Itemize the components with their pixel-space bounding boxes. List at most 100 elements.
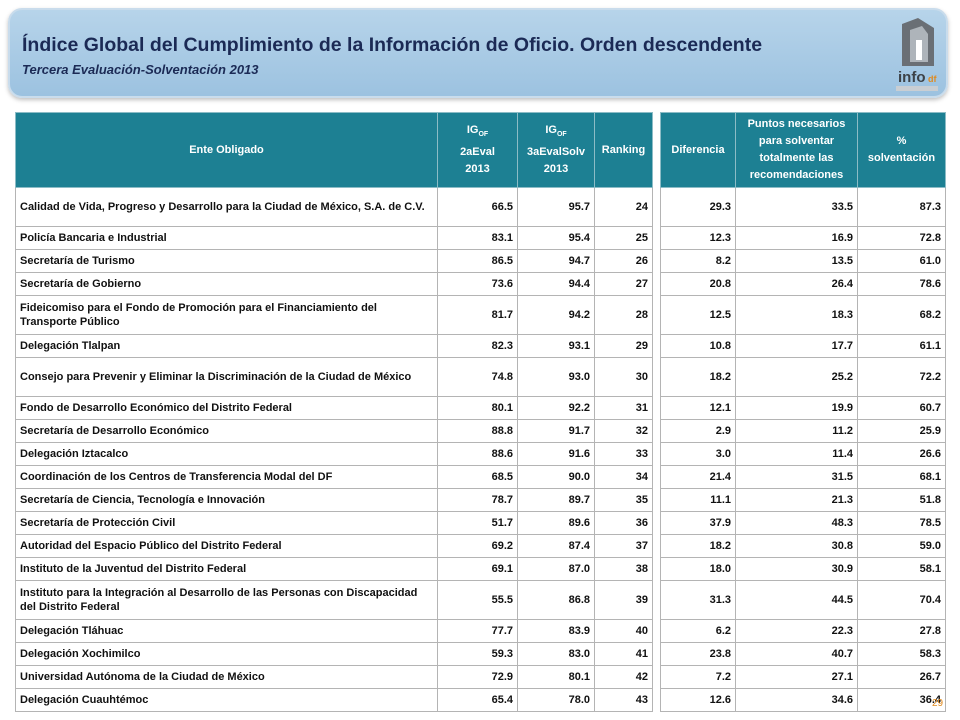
header-line: 2013 [465,162,490,175]
entity-cell: Instituto para la Integración al Desarro… [15,580,438,620]
value-cell: 26.7 [857,665,946,689]
header-line: IGOF [522,122,590,143]
value-cell: 28 [594,295,653,335]
entity-cell: Delegación Iztacalco [15,442,438,466]
value-cell: 55.5 [437,580,518,620]
subtitle: Tercera Evaluación-Solventación 2013 [22,62,259,77]
value-cell: 30.9 [735,557,858,581]
value-cell: 78.7 [437,488,518,512]
value-cell: 23.8 [660,642,736,666]
value-cell: 16.9 [735,226,858,250]
value-cell: 83.0 [517,642,595,666]
gap [652,112,661,188]
header-subscript: OF [478,131,489,139]
value-cell: 31 [594,396,653,420]
value-cell: 51.7 [437,511,518,535]
header-subscript: OF [556,131,567,139]
title: Índice Global del Cumplimiento de la Inf… [22,34,763,56]
entity-cell: Fondo de Desarrollo Económico del Distri… [15,396,438,420]
value-cell: 66.5 [437,187,518,227]
value-cell: 26 [594,249,653,273]
value-cell: 70.4 [857,580,946,620]
value-cell: 83.9 [517,619,595,643]
gap [652,226,661,250]
header-line: Ente Obligado [189,143,264,156]
value-cell: 12.3 [660,226,736,250]
value-cell: 33.5 [735,187,858,227]
value-cell: 88.6 [437,442,518,466]
logo: info df [896,18,938,91]
value-cell: 80.1 [517,665,595,689]
value-cell: 27 [594,272,653,296]
table: Ente Obligado IGOF 2aEval 2013 IGOF 3aEvalSol… [15,112,946,712]
header-cell: IGOF 2aEval 2013 [437,112,518,188]
gap [652,511,661,535]
header-line: 2013 [543,162,569,175]
value-cell: 25 [594,226,653,250]
value-cell: 32 [594,419,653,443]
value-cell: 7.2 [660,665,736,689]
value-cell: 86.8 [517,580,595,620]
value-cell: 30 [594,357,653,397]
value-cell: 21.3 [735,488,858,512]
value-cell: 80.1 [437,396,518,420]
logo-suffix: df [928,74,937,84]
value-cell: 42 [594,665,653,689]
value-cell: 2.9 [660,419,736,443]
value-cell: 26.4 [735,272,858,296]
header-line: 2aEval [460,145,495,158]
value-cell: 58.1 [857,557,946,581]
gap [652,187,661,227]
value-cell: 87.3 [857,187,946,227]
logo-shape [916,40,922,60]
value-cell: 94.2 [517,295,595,335]
value-cell: 83.1 [437,226,518,250]
value-cell: 39 [594,580,653,620]
entity-cell: Delegación Xochimilco [15,642,438,666]
value-cell: 24 [594,187,653,227]
page-number: 29 [932,698,944,709]
value-cell: 68.5 [437,465,518,489]
value-cell: 27.1 [735,665,858,689]
header-line: IGOF [442,122,513,143]
value-cell: 37.9 [660,511,736,535]
header-cell: % solventación [857,112,946,188]
table-row: Secretaría de Ciencia, Tecnología e Inno… [15,488,946,512]
entity-cell: Consejo para Prevenir y Eliminar la Disc… [15,357,438,397]
gap [652,357,661,397]
value-cell: 88.8 [437,419,518,443]
gap [652,619,661,643]
value-cell: 95.7 [517,187,595,227]
value-cell: 25.2 [735,357,858,397]
value-cell: 36 [594,511,653,535]
value-cell: 27.8 [857,619,946,643]
entity-cell: Secretaría de Desarrollo Económico [15,419,438,443]
value-cell: 18.2 [660,534,736,558]
value-cell: 20.8 [660,272,736,296]
value-cell: 18.2 [660,357,736,397]
value-cell: 40.7 [735,642,858,666]
gap [652,396,661,420]
value-cell: 69.2 [437,534,518,558]
header-text: IG [545,124,557,137]
value-cell: 26.6 [857,442,946,466]
value-cell: 29.3 [660,187,736,227]
entity-cell: Calidad de Vida, Progreso y Desarrollo p… [15,187,438,227]
value-cell: 38 [594,557,653,581]
header-line: Puntos necesarios para solventar totalme… [747,118,846,181]
value-cell: 78.5 [857,511,946,535]
value-cell: 95.4 [517,226,595,250]
value-cell: 82.3 [437,334,518,358]
table-row: Secretaría de Desarrollo Económico 88.8 91… [15,419,946,443]
value-cell: 36.4 [857,688,946,712]
header-line: Ranking [601,143,646,156]
entity-cell: Secretaría de Turismo [15,249,438,273]
header-line: 3aEvalSolv [526,145,586,158]
table-row: Secretaría de Protección Civil 51.7 89.6 36… [15,511,946,535]
gap [652,334,661,358]
value-cell: 11.4 [735,442,858,466]
value-cell: 35 [594,488,653,512]
value-cell: 61.0 [857,249,946,273]
table-row: Secretaría de Turismo 86.5 94.7 26 8.2 13.5 61… [15,249,946,273]
value-cell: 8.2 [660,249,736,273]
